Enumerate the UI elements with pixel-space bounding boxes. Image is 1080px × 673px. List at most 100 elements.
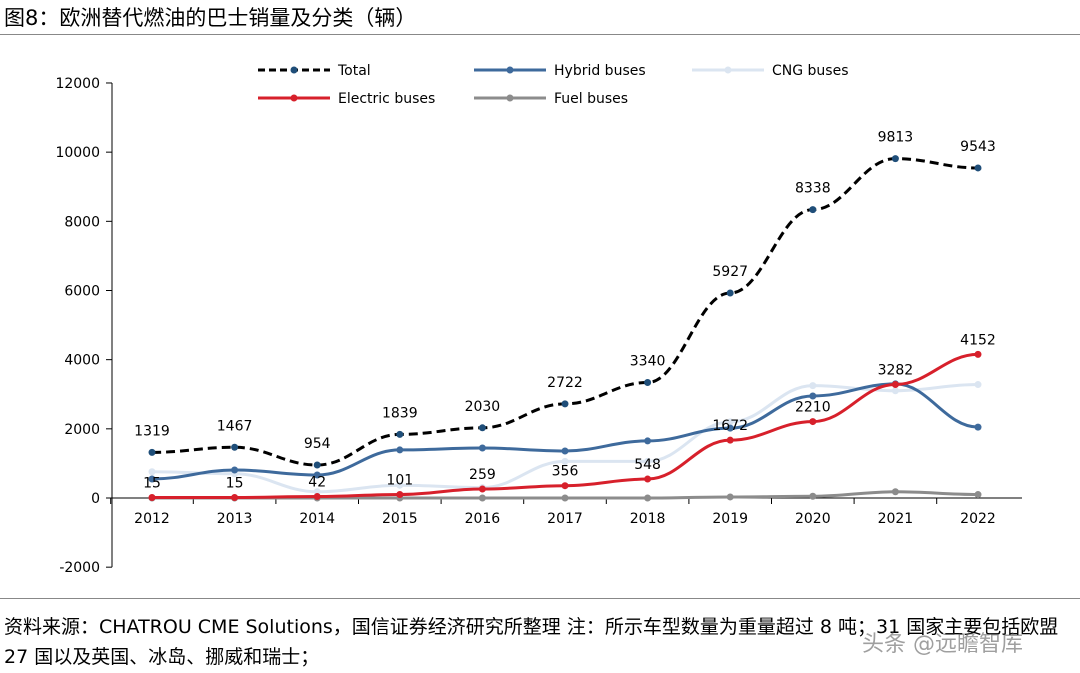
data-point xyxy=(726,418,734,426)
y-tick-label: 6000 xyxy=(64,283,100,299)
data-point xyxy=(974,423,982,431)
data-label: 8338 xyxy=(795,181,831,197)
data-label: 2722 xyxy=(547,375,583,391)
data-point xyxy=(644,437,652,445)
data-point xyxy=(313,461,321,469)
data-point xyxy=(396,430,404,438)
data-point xyxy=(974,350,982,358)
x-tick-label: 2012 xyxy=(134,511,170,527)
data-label: 1319 xyxy=(134,423,170,439)
data-label: 548 xyxy=(634,457,661,473)
data-label: 2030 xyxy=(465,399,501,415)
series-line xyxy=(151,157,979,467)
data-point xyxy=(809,382,817,390)
data-label: 15 xyxy=(143,475,161,491)
data-label: 42 xyxy=(308,475,326,491)
data-point xyxy=(231,443,239,451)
data-point xyxy=(231,466,239,474)
y-tick-label: -2000 xyxy=(59,560,100,576)
data-point xyxy=(891,380,899,388)
legend-label: Electric buses xyxy=(338,91,435,107)
y-tick-label: 2000 xyxy=(64,422,100,438)
data-point xyxy=(891,155,899,163)
data-point xyxy=(726,493,734,501)
data-point xyxy=(561,494,569,502)
data-label: 15 xyxy=(226,475,244,491)
data-point xyxy=(644,475,652,483)
data-point xyxy=(313,471,321,479)
series-fuel-buses xyxy=(148,488,982,502)
data-label: 9813 xyxy=(878,130,914,146)
data-point xyxy=(891,387,899,395)
y-tick-label: 12000 xyxy=(55,76,100,92)
data-point xyxy=(561,457,569,465)
divider xyxy=(0,598,1080,599)
x-tick-label: 2021 xyxy=(878,511,914,527)
divider xyxy=(0,34,1080,35)
legend-item: Total xyxy=(258,63,371,79)
data-label: 2210 xyxy=(795,400,831,416)
y-tick-label: 0 xyxy=(91,491,100,507)
data-label: 4152 xyxy=(960,332,996,348)
data-point xyxy=(396,491,404,499)
watermark: 头条 @远瞻智库 xyxy=(862,632,1023,657)
data-label: 954 xyxy=(304,436,331,452)
data-point xyxy=(726,436,734,444)
data-point xyxy=(974,381,982,389)
data-point xyxy=(396,481,404,489)
data-point xyxy=(809,206,817,214)
x-tick-label: 2020 xyxy=(795,511,831,527)
y-tick-label: 4000 xyxy=(64,353,100,369)
legend-label: Total xyxy=(337,63,371,79)
data-label: 1672 xyxy=(712,418,748,434)
data-point xyxy=(561,400,569,408)
data-point xyxy=(809,392,817,400)
y-tick-label: 10000 xyxy=(55,145,100,161)
x-tick-label: 2016 xyxy=(465,511,501,527)
data-point xyxy=(974,491,982,499)
legend-marker xyxy=(506,94,514,102)
data-point xyxy=(726,424,734,432)
data-point xyxy=(231,493,239,501)
data-point xyxy=(396,446,404,454)
legend-marker xyxy=(506,66,514,74)
data-point xyxy=(891,488,899,496)
series-total: 1319 1467 954 1839 2030 2722 3340 5927 8338 9813 9… xyxy=(134,130,996,469)
legend-label: Fuel buses xyxy=(554,91,628,107)
data-label: 9543 xyxy=(960,139,996,155)
data-label: 101 xyxy=(386,473,413,489)
data-point xyxy=(313,493,321,501)
legend-label: Hybrid buses xyxy=(554,63,646,79)
data-point xyxy=(644,457,652,465)
legend-marker xyxy=(724,66,732,74)
legend-marker xyxy=(290,94,298,102)
legend-item: Hybrid buses xyxy=(474,63,646,79)
data-label: 1839 xyxy=(382,405,418,421)
legend-label: CNG buses xyxy=(772,63,849,79)
legend-item: CNG buses xyxy=(692,63,849,79)
chart-title: 图8：欧洲替代燃油的巴士销量及分类（辆） xyxy=(4,6,417,30)
data-point xyxy=(561,447,569,455)
data-point xyxy=(478,494,486,502)
data-point xyxy=(478,485,486,493)
data-label: 5927 xyxy=(712,264,748,280)
x-tick-label: 2017 xyxy=(547,511,583,527)
series-electric-buses: 15 15 42 101 259 356 548 1672 2210 3282 4152 xyxy=(143,332,996,501)
y-tick-label: 8000 xyxy=(64,214,100,230)
data-point xyxy=(809,492,817,500)
data-label: 3282 xyxy=(878,362,914,378)
line-chart: -2000 0 2000 4000 6000 8000 10000 12000 2012 2013… xyxy=(55,63,1022,576)
x-tick-label: 2022 xyxy=(960,511,996,527)
data-label: 356 xyxy=(552,464,579,480)
data-point xyxy=(148,468,156,476)
x-tick-label: 2013 xyxy=(217,511,253,527)
data-point xyxy=(478,444,486,452)
data-point xyxy=(148,475,156,483)
data-point xyxy=(478,424,486,432)
data-point xyxy=(974,164,982,172)
data-label: 3340 xyxy=(630,353,666,369)
x-tick-label: 2018 xyxy=(630,511,666,527)
source-note: 资料来源：CHATROU CME Solutions，国信证券经济研究所整理 注… xyxy=(4,616,1059,668)
x-tick-label: 2015 xyxy=(382,511,418,527)
legend-item: Fuel buses xyxy=(474,91,628,107)
